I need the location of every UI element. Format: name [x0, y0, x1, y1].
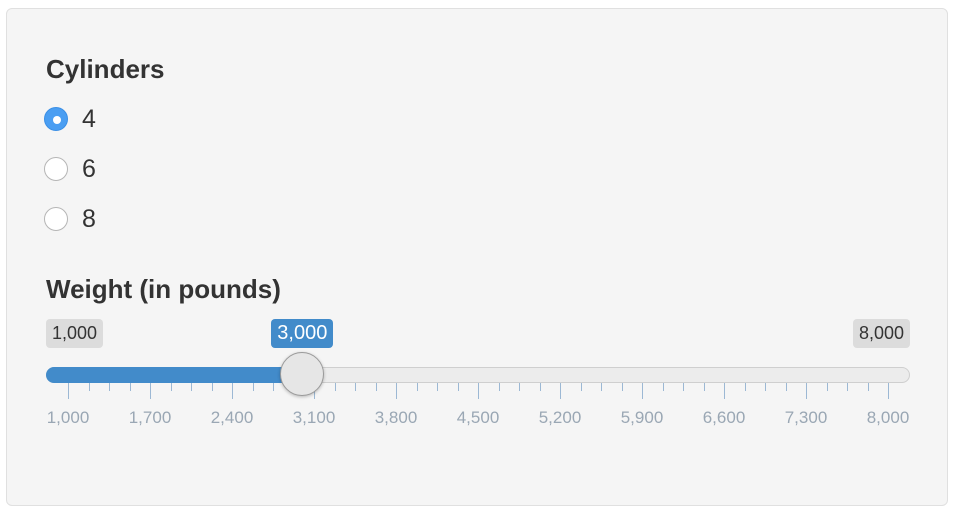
slider-minor-tick — [416, 383, 418, 391]
slider-minor-tick — [273, 383, 274, 391]
slider-minor-tick — [765, 383, 766, 391]
slider-minor-tick — [109, 383, 110, 391]
slider-minor-tick — [785, 383, 787, 391]
slider-tick-label: 3,100 — [292, 408, 336, 427]
radio-option-6[interactable]: 6 — [44, 154, 96, 184]
slider-minor-tick — [867, 383, 869, 391]
slider-minor-tick — [744, 383, 746, 391]
radio-option-4[interactable]: 4 — [44, 104, 96, 134]
slider-minor-tick — [252, 383, 254, 391]
slider-minor-tick — [129, 383, 131, 391]
slider-minor-tick — [375, 383, 377, 391]
slider-fill — [46, 367, 303, 383]
slider-minor-tick — [88, 383, 90, 391]
slider-major-tick — [560, 383, 561, 399]
radio-button-8[interactable] — [44, 207, 68, 231]
slider-min-badge: 1,000 — [46, 319, 104, 348]
radio-label-8: 8 — [82, 204, 96, 233]
slider-minor-tick — [355, 383, 356, 391]
slider-value-badge: 3,000 — [271, 319, 334, 348]
slider-tick-label: 5,900 — [620, 408, 664, 427]
slider-minor-tick — [703, 383, 705, 391]
slider-minor-tick — [662, 383, 664, 391]
slider-minor-tick — [211, 383, 213, 391]
slider-minor-tick — [334, 383, 336, 391]
slider-tick-label: 1,000 — [46, 408, 90, 427]
radio-button-4[interactable] — [44, 107, 68, 131]
slider-tick-label: 3,800 — [374, 408, 418, 427]
radio-label-6: 6 — [82, 154, 96, 183]
slider-minor-tick — [437, 383, 438, 391]
cylinders-heading: Cylinders — [46, 54, 165, 84]
slider-minor-tick — [170, 383, 172, 391]
radio-label-4: 4 — [82, 104, 96, 133]
slider-tick-label: 6,600 — [702, 408, 746, 427]
slider-major-tick — [888, 383, 889, 399]
slider-minor-tick — [498, 383, 500, 391]
slider-tick-label: 1,700 — [128, 408, 172, 427]
slider-major-tick — [68, 383, 69, 399]
input-panel — [6, 8, 948, 506]
slider-minor-tick — [621, 383, 623, 391]
slider-tick-label: 8,000 — [866, 408, 910, 427]
slider-minor-tick — [847, 383, 848, 391]
weight-heading: Weight (in pounds) — [46, 274, 281, 304]
slider-minor-tick — [191, 383, 192, 391]
slider-minor-tick — [683, 383, 684, 391]
slider-minor-tick — [519, 383, 520, 391]
slider-handle[interactable] — [280, 352, 325, 396]
slider-minor-tick — [539, 383, 541, 391]
radio-button-6[interactable] — [44, 157, 68, 181]
slider-minor-tick — [826, 383, 828, 391]
slider-minor-tick — [580, 383, 582, 391]
slider-major-tick — [396, 383, 397, 399]
slider-major-tick — [724, 383, 725, 399]
slider-major-tick — [806, 383, 807, 399]
slider-tick-label: 2,400 — [210, 408, 254, 427]
radio-option-8[interactable]: 8 — [44, 204, 96, 234]
slider-major-tick — [232, 383, 233, 399]
slider-minor-tick — [457, 383, 459, 391]
slider-tick-label: 4,500 — [456, 408, 500, 427]
slider-tick-label: 5,200 — [538, 408, 582, 427]
slider-max-badge: 8,000 — [852, 319, 910, 348]
slider-major-tick — [642, 383, 643, 399]
slider-major-tick — [150, 383, 151, 399]
slider-tick-label: 7,300 — [784, 408, 828, 427]
slider-major-tick — [478, 383, 479, 399]
slider-minor-tick — [601, 383, 602, 391]
